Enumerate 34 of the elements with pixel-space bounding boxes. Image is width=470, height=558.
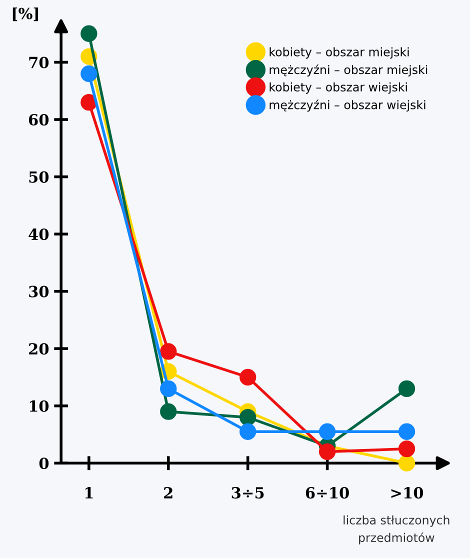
point [318,423,336,440]
y-axis-title: [%] [12,7,38,22]
point [160,343,177,360]
point [80,25,98,42]
point [80,65,98,82]
x-tick-label: 3÷5 [232,487,264,499]
x-tick-label: >10 [391,487,424,499]
legend-label: kobiety – obszar miejski [270,47,409,59]
y-tick-label: 0 [39,458,49,470]
x-tick-label: 2 [164,487,172,498]
point [240,408,256,426]
point [240,423,256,440]
y-tick-label: 10 [30,400,49,412]
point [318,443,336,460]
y-tick-label: 30 [29,286,49,298]
point [160,380,177,398]
x-axis-title: liczba stłuczonych przedmiotów [344,515,450,544]
point [398,380,416,398]
point [160,403,177,420]
legend-label: mężczyźni – obszar wiejski [270,100,426,112]
y-tick-label: 40 [28,228,49,240]
legend-label: mężczyźni – obszar miejski [270,64,428,76]
point [398,440,416,458]
legend-label: kobiety – obszar wiejski [270,82,407,94]
point [398,423,416,440]
y-tick-label: 60 [28,114,49,126]
point [398,454,416,472]
x-tick-label: 6÷10 [306,487,349,499]
point [80,94,98,111]
point [240,368,256,386]
x-tick-label: 1 [85,487,93,498]
y-tick-label: 20 [29,343,49,355]
y-tick-label: 50 [29,171,49,183]
y-tick-label: 70 [29,56,49,68]
